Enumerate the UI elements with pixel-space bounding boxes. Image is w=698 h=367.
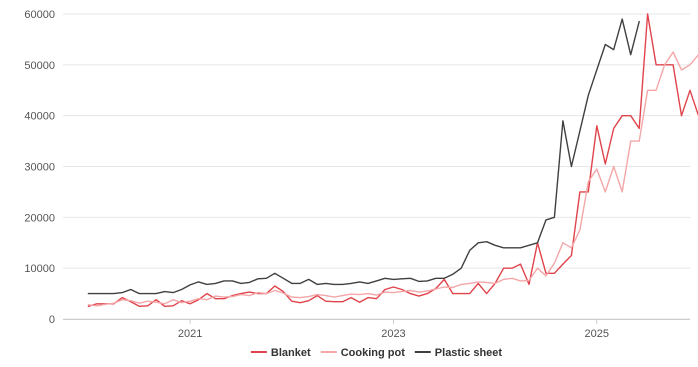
legend-label: Cooking pot <box>341 347 405 359</box>
x-tick-label: 2021 <box>178 328 202 340</box>
gridlines <box>63 13 690 320</box>
y-tick-label: 50000 <box>24 60 55 72</box>
axes: 0 10000 20000 30000 40000 50000 60000 2021 2023 2… <box>24 9 690 340</box>
series-lines <box>87 13 698 307</box>
legend-label: Plastic sheet <box>435 347 503 359</box>
legend: Blanket Cooking pot Plastic sheet <box>250 347 503 359</box>
y-tick-label: 30000 <box>24 162 55 174</box>
legend-item: Cooking pot <box>320 347 405 359</box>
series-line-plastic-sheet <box>87 18 640 295</box>
series-line-cooking-pot <box>87 51 698 307</box>
y-tick-label: 60000 <box>24 9 55 21</box>
x-tick-label: 2023 <box>381 328 405 340</box>
y-tick-label: 20000 <box>24 212 55 224</box>
x-tick-label: 2025 <box>585 328 609 340</box>
legend-item: Blanket <box>250 347 311 359</box>
legend-item: Plastic sheet <box>414 347 503 359</box>
y-tick-label: 10000 <box>24 263 55 275</box>
series-line-blanket <box>87 13 698 307</box>
legend-label: Blanket <box>271 347 311 359</box>
y-tick-label: 40000 <box>24 111 55 123</box>
y-tick-label: 0 <box>49 314 55 326</box>
